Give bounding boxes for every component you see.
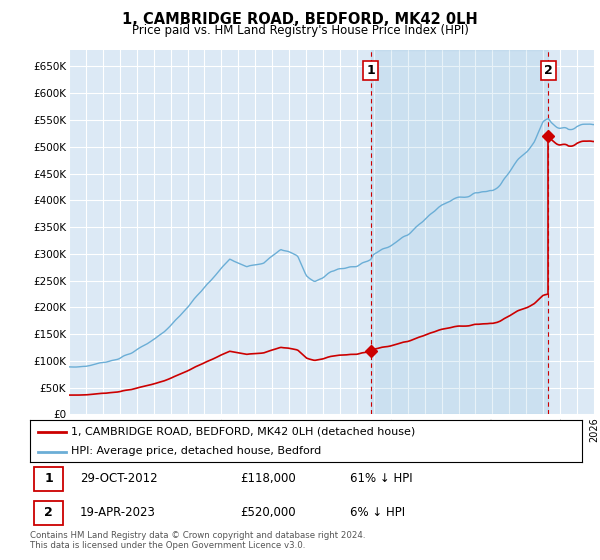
Text: 6% ↓ HPI: 6% ↓ HPI — [350, 506, 405, 519]
Text: 61% ↓ HPI: 61% ↓ HPI — [350, 473, 413, 486]
Text: 1, CAMBRIDGE ROAD, BEDFORD, MK42 0LH: 1, CAMBRIDGE ROAD, BEDFORD, MK42 0LH — [122, 12, 478, 27]
Bar — [371, 50, 548, 414]
Text: 1: 1 — [44, 473, 53, 486]
Text: Contains HM Land Registry data © Crown copyright and database right 2024.
This d: Contains HM Land Registry data © Crown c… — [30, 531, 365, 550]
Bar — [34, 467, 63, 491]
Text: 2: 2 — [44, 506, 53, 519]
Text: Price paid vs. HM Land Registry's House Price Index (HPI): Price paid vs. HM Land Registry's House … — [131, 24, 469, 37]
Text: 1: 1 — [367, 64, 376, 77]
Text: £520,000: £520,000 — [240, 506, 295, 519]
Text: £118,000: £118,000 — [240, 473, 296, 486]
Text: 2: 2 — [544, 64, 553, 77]
Text: 29-OCT-2012: 29-OCT-2012 — [80, 473, 157, 486]
Text: 1, CAMBRIDGE ROAD, BEDFORD, MK42 0LH (detached house): 1, CAMBRIDGE ROAD, BEDFORD, MK42 0LH (de… — [71, 427, 416, 437]
Bar — [34, 501, 63, 525]
Text: HPI: Average price, detached house, Bedford: HPI: Average price, detached house, Bedf… — [71, 446, 322, 456]
Text: 19-APR-2023: 19-APR-2023 — [80, 506, 155, 519]
